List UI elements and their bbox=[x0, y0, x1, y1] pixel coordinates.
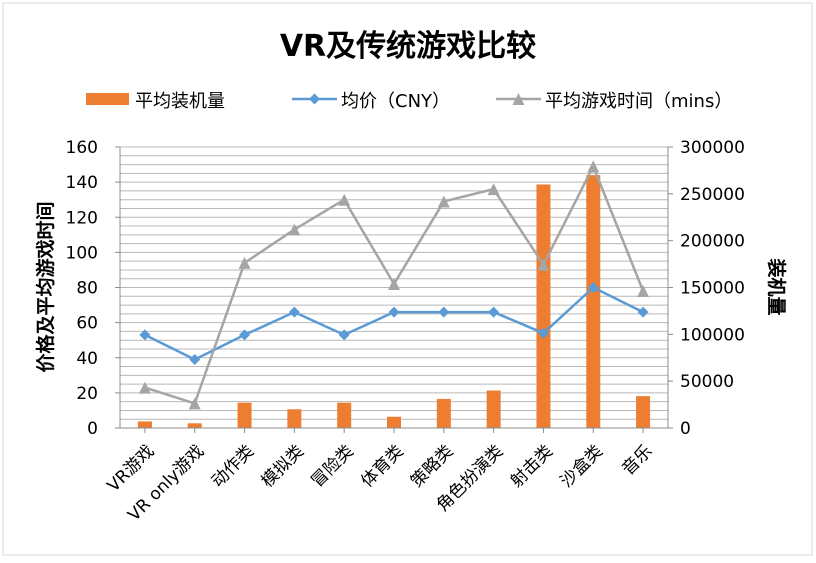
legend-label: 均价（CNY） bbox=[341, 91, 450, 112]
y2-axis-tick-label: 200000 bbox=[680, 232, 745, 252]
bar bbox=[337, 402, 352, 428]
line-point bbox=[488, 306, 500, 318]
line-point bbox=[288, 306, 300, 318]
bar bbox=[586, 175, 601, 428]
y2-axis-label: 装机量 bbox=[765, 257, 788, 315]
line-point bbox=[637, 306, 649, 318]
bar bbox=[187, 423, 202, 428]
legend-swatch bbox=[86, 93, 129, 105]
line-point bbox=[239, 329, 251, 341]
y2-axis-tick-label: 250000 bbox=[680, 185, 745, 205]
y-axis-tick-label: 0 bbox=[87, 419, 98, 439]
y-axis-tick-label: 80 bbox=[76, 279, 98, 299]
bar bbox=[287, 409, 302, 428]
y-axis-tick-label: 120 bbox=[66, 208, 98, 228]
y-axis-tick-label: 140 bbox=[66, 173, 98, 193]
line-point bbox=[238, 256, 251, 269]
y2-axis-tick-label: 300000 bbox=[680, 138, 745, 158]
line-point bbox=[138, 381, 151, 394]
y2-axis-tick-label: 50000 bbox=[680, 372, 734, 392]
line-point bbox=[338, 329, 350, 341]
legend-label: 平均装机量 bbox=[135, 91, 225, 112]
y2-axis-tick-label: 150000 bbox=[680, 279, 745, 299]
line-point bbox=[388, 277, 400, 290]
legend-marker bbox=[512, 93, 525, 105]
bar-series bbox=[137, 175, 651, 428]
line-point bbox=[537, 327, 549, 339]
bar bbox=[636, 396, 651, 428]
y2-axis-tick-label: 100000 bbox=[680, 325, 745, 345]
bar bbox=[486, 390, 501, 428]
line-point bbox=[188, 397, 201, 410]
legend-marker bbox=[309, 93, 320, 105]
y-axis-label: 价格及平均游戏时间 bbox=[34, 201, 57, 372]
bar bbox=[436, 398, 451, 428]
line-point bbox=[587, 282, 599, 293]
legend: 平均装机量 均价（CNY） 平均游戏时间（mins） bbox=[86, 91, 732, 112]
line-point bbox=[437, 195, 450, 208]
line-point bbox=[388, 306, 400, 318]
line-point bbox=[587, 160, 600, 173]
bar bbox=[237, 402, 252, 428]
bar bbox=[137, 421, 152, 428]
bar bbox=[536, 184, 551, 428]
y-axis-tick-label: 40 bbox=[76, 349, 98, 369]
y2-axis-tick-label: 0 bbox=[680, 419, 691, 439]
y-axis-tick-label: 60 bbox=[76, 314, 98, 334]
line-point bbox=[438, 306, 450, 318]
left-axis-ticks: 0 20 40 60 80 100 120 140 160 bbox=[66, 138, 120, 439]
line-point bbox=[189, 354, 201, 366]
line-point bbox=[537, 258, 550, 271]
right-axis-ticks: 0 50000 100000 150000 200000 250000 300000 bbox=[668, 138, 745, 439]
y-axis-tick-label: 160 bbox=[66, 138, 98, 158]
chart-title: VR及传统游戏比较 bbox=[280, 29, 536, 64]
bar bbox=[387, 416, 401, 428]
line-point bbox=[637, 285, 650, 298]
line-series bbox=[138, 160, 650, 410]
line-point bbox=[139, 329, 151, 341]
line-point bbox=[288, 223, 301, 236]
line-point bbox=[487, 183, 500, 196]
legend-label: 平均游戏时间（mins） bbox=[545, 91, 732, 112]
y-axis-tick-label: 100 bbox=[66, 243, 98, 263]
line-point bbox=[338, 193, 351, 206]
y-axis-tick-label: 20 bbox=[76, 384, 98, 404]
